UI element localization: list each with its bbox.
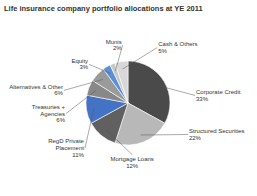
slice-label: Alternatives & Other	[9, 83, 63, 89]
data-label: 11%	[72, 152, 84, 158]
slice-label: Structured Securities	[189, 128, 245, 134]
leader-line	[106, 130, 132, 155]
slice-label-line: Cash & Others	[158, 41, 197, 47]
slice-label: Corporate Credit	[196, 89, 241, 95]
slice-label-line: Agencies	[40, 110, 65, 116]
slice-label: Mortgage Loans	[111, 156, 154, 162]
data-label: 5%	[158, 48, 167, 54]
data-label: 6%	[56, 117, 65, 123]
leader-line	[85, 108, 94, 148]
slice-label: Equity	[71, 57, 88, 63]
leader-line	[158, 85, 195, 95]
slice-label-line: Treasuries +	[32, 103, 66, 109]
slice-label: Munis	[106, 38, 122, 44]
slice-label: RegD PrivatePlacement	[48, 138, 84, 151]
chart-svg: Life insurance company portfolio allocat…	[0, 0, 257, 196]
slice-label-line: Corporate Credit	[196, 89, 241, 95]
data-label: 2%	[113, 45, 122, 51]
slice-label-line: Structured Securities	[189, 128, 245, 134]
pie-slice	[115, 61, 128, 103]
data-label: 12%	[126, 163, 139, 169]
slice-label-line: Munis	[106, 38, 122, 44]
slice-label-line: Mortgage Loans	[111, 156, 154, 162]
slice-label-line: Placement	[56, 145, 85, 151]
slice-label-line: Equity	[71, 57, 88, 63]
chart-title: Life insurance company portfolio allocat…	[4, 4, 203, 13]
slice-label-line: RegD Private	[48, 138, 84, 144]
data-label: 22%	[189, 135, 202, 141]
leader-line	[89, 64, 110, 73]
chart-container: Life insurance company portfolio allocat…	[0, 0, 257, 196]
leader-line	[64, 79, 103, 90]
slice-label: Treasuries +Agencies	[32, 103, 66, 116]
leader-line	[66, 90, 96, 113]
data-label: 33%	[196, 96, 209, 102]
slice-label: Cash & Others	[158, 41, 197, 47]
slice-labels: Corporate Credit33% Structured Securities…	[9, 38, 244, 169]
leader-line	[141, 134, 188, 136]
pie	[86, 61, 170, 145]
leader-line	[123, 48, 158, 69]
data-label: 6%	[54, 90, 63, 96]
slice-label-line: Alternatives & Other	[9, 83, 63, 89]
data-label: 3%	[79, 64, 88, 70]
